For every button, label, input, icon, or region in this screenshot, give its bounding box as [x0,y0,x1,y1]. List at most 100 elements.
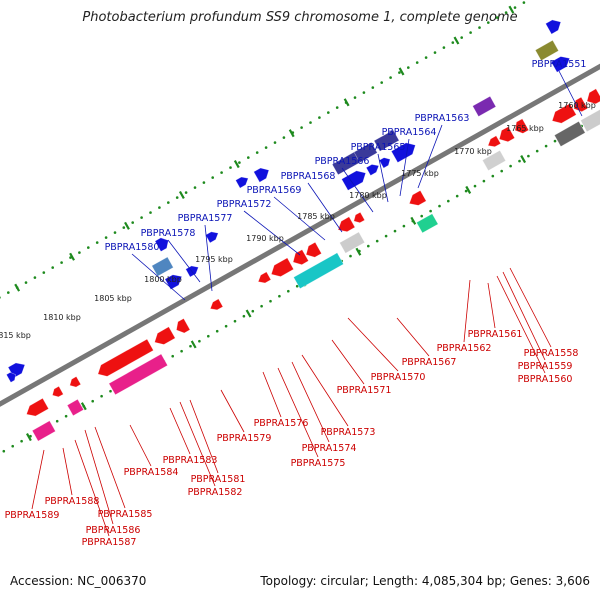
tick-dot [482,179,486,183]
gene-feature [235,176,249,189]
gene-feature [154,237,169,252]
major-tick [178,190,185,199]
gene-feature [209,298,224,311]
reverse-leader-line [463,279,471,343]
major-tick [80,402,87,411]
reverse-leader-line [502,271,546,361]
tick-dot [513,6,517,9]
reverse-gene-label: PBPRA1581 [191,474,246,485]
reverse-gene-label: PBPRA1571 [337,385,392,396]
gene-feature [545,19,562,35]
gene-feature [292,249,309,266]
reverse-leader-line [291,361,330,443]
gene-feature [97,338,154,377]
kbp-scale-labels: 1760 kbp 1765 kbp 1770 kbp 1775 kbp 1780 kbp… [0,101,596,340]
tick-dot [42,271,46,274]
gene-feature [293,252,344,290]
tick-dot [51,266,54,269]
tick-dot [522,1,526,4]
gene-feature [253,167,270,183]
forward-leader-line [307,182,343,233]
gene-feature [26,397,50,417]
tick-dot [495,16,499,19]
reverse-gene-label: PBPRA1589 [5,510,60,521]
tick-dot [64,414,68,418]
tick-dot [460,36,464,39]
reverse-gene-label: PBPRA1559 [518,361,573,372]
gene-feature [69,376,82,388]
major-tick [233,160,240,169]
tick-dot [100,394,103,398]
tick-dot [91,399,94,403]
tick-dot [451,41,455,44]
reverse-gene-label: PBPRA1587 [82,537,137,548]
tick-dot [380,81,384,84]
gene-feature [498,126,516,143]
accession-text: Accession: NC_006370 [10,574,147,588]
major-tick [124,221,130,230]
major-tick [508,5,515,14]
gene-feature [472,95,497,117]
tick-dot [193,186,197,189]
tick-dot [389,76,392,79]
tick-dot [393,229,397,233]
reverse-leader-line [396,317,430,357]
gene-feature [339,231,366,254]
reverse-leader-line [331,339,365,385]
gene-feature [550,56,571,73]
reverse-gene-label: PBPRA1570 [371,372,426,383]
tick-dot [433,51,437,54]
reverse-gene-label: PBPRA1574 [302,443,357,454]
kbp-label: 1780 kbp [349,191,387,200]
gene-feature [5,372,16,383]
forward-gene-label: PBPRA1580 [105,242,160,253]
major-tick [410,216,417,225]
forward-leader-line [243,210,301,256]
tick-dot [60,261,63,264]
reverse-gene-label: PBPRA1583 [163,455,218,466]
forward-leader-line [273,196,326,241]
tick-rings [0,1,600,453]
tick-dot [0,296,1,299]
gene-feature [408,190,427,206]
reverse-gene-label: PBPRA1579 [217,433,272,444]
gene-feature [66,398,85,417]
forward-gene-label: PBPRA1566 [315,156,370,167]
tick-dot [184,191,188,194]
reverse-leader-line [301,354,349,427]
tick-dot [149,211,152,214]
kbp-label: 1785 kbp [297,212,335,221]
gene-feature [580,109,600,133]
gene-feature [514,118,530,134]
tick-dot [455,194,459,198]
tick-dot [229,166,232,169]
tick-dot [335,106,339,109]
kbp-label: 1805 kbp [94,294,132,303]
forward-gene-label: PBPRA1578 [141,228,196,239]
gene-feature [154,326,176,345]
tick-dot [189,344,192,348]
backbone-line [0,63,600,407]
kbp-label: 1790 kbp [246,234,284,243]
forward-leader-line [417,124,443,189]
tick-dot [175,196,179,199]
reverse-leader-line [179,401,216,487]
reverse-leader-line [496,275,546,374]
tick-dot [491,174,495,178]
gene-feature [205,231,219,244]
major-tick [453,36,460,45]
tick-dot [327,111,330,114]
tick-dot [353,96,357,99]
tick-dot [78,251,81,254]
gene-feature [573,96,589,113]
kbp-label: 1760 kbp [558,101,596,110]
reverse-leader-line [84,429,114,525]
tick-dot [371,86,375,89]
tick-dot [202,181,206,184]
major-tick [343,98,350,107]
reverse-leader-line [220,389,245,433]
tick-dot [367,244,370,248]
gene-feature [151,256,174,277]
gene-feature [373,129,400,152]
forward-gene-label: PBPRA1569 [247,185,302,196]
